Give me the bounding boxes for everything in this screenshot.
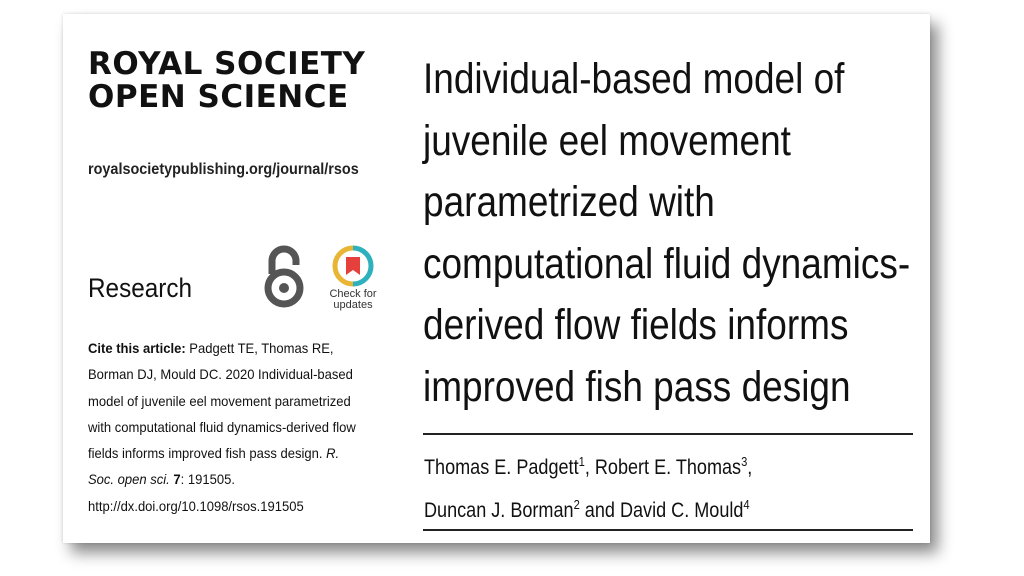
author-affiliation: 1 xyxy=(578,454,585,469)
citation-text: Padgett TE, Thomas RE, Borman DJ, Mould … xyxy=(88,340,356,462)
journal-logo-line2: OPEN SCIENCE xyxy=(88,79,349,115)
author-affiliation: 2 xyxy=(573,497,580,512)
author-name: Duncan J. Borman xyxy=(424,499,574,522)
check-for-updates-line1: Check for xyxy=(329,288,377,300)
open-access-icon xyxy=(264,245,304,308)
title-divider xyxy=(423,433,913,435)
citation-block: Cite this article: Padgett TE, Thomas RE… xyxy=(88,335,363,519)
author-affiliation: 4 xyxy=(743,497,750,512)
citation-article-number: : 191505. xyxy=(180,471,235,488)
title-line: derived flow fields informs xyxy=(423,301,849,349)
journal-url[interactable]: royalsocietypublishing.org/journal/rsos xyxy=(88,161,359,178)
section-label: Research xyxy=(88,273,193,303)
author-affiliation: 3 xyxy=(741,454,748,469)
check-for-updates-icon xyxy=(332,245,374,287)
author-divider xyxy=(423,529,913,531)
journal-logo: ROYAL SOCIETY OPEN SCIENCE xyxy=(88,48,365,114)
citation-label: Cite this article: xyxy=(88,340,186,356)
check-for-updates-badge[interactable]: Check for updates xyxy=(327,244,379,324)
citation-volume: 7 xyxy=(173,471,181,488)
title-line: Individual-based model of xyxy=(423,55,845,103)
author-line-2: Duncan J. Borman2 and David C. Mould4 xyxy=(424,489,752,532)
journal-logo-line1: ROYAL SOCIETY xyxy=(88,46,366,82)
title-line: computational fluid dynamics- xyxy=(423,239,911,288)
citation-doi[interactable]: http://dx.doi.org/10.1098/rsos.191505 xyxy=(88,497,304,514)
author-line-1: Thomas E. Padgett1, Robert E. Thomas3, xyxy=(424,446,752,489)
author-name: Thomas E. Padgett xyxy=(424,456,579,479)
author-list: Thomas E. Padgett1, Robert E. Thomas3, D… xyxy=(424,446,752,532)
title-line: improved fish pass design xyxy=(423,362,851,411)
article-title: Individual-based model of juvenile eel m… xyxy=(423,49,911,418)
paper-page: ROYAL SOCIETY OPEN SCIENCE royalsocietyp… xyxy=(63,14,930,543)
author-separator: , xyxy=(584,456,595,479)
title-line: parametrized with xyxy=(423,178,715,226)
author-name: Robert E. Thomas xyxy=(594,456,742,479)
check-for-updates-label: Check for updates xyxy=(327,289,379,311)
check-for-updates-line2: updates xyxy=(333,299,373,311)
author-separator: and xyxy=(579,499,620,522)
author-name: David C. Mould xyxy=(619,499,744,522)
title-line: juvenile eel movement xyxy=(423,116,791,165)
citation-journal: R. Soc. open sci. xyxy=(88,445,340,488)
author-separator: , xyxy=(747,456,753,479)
